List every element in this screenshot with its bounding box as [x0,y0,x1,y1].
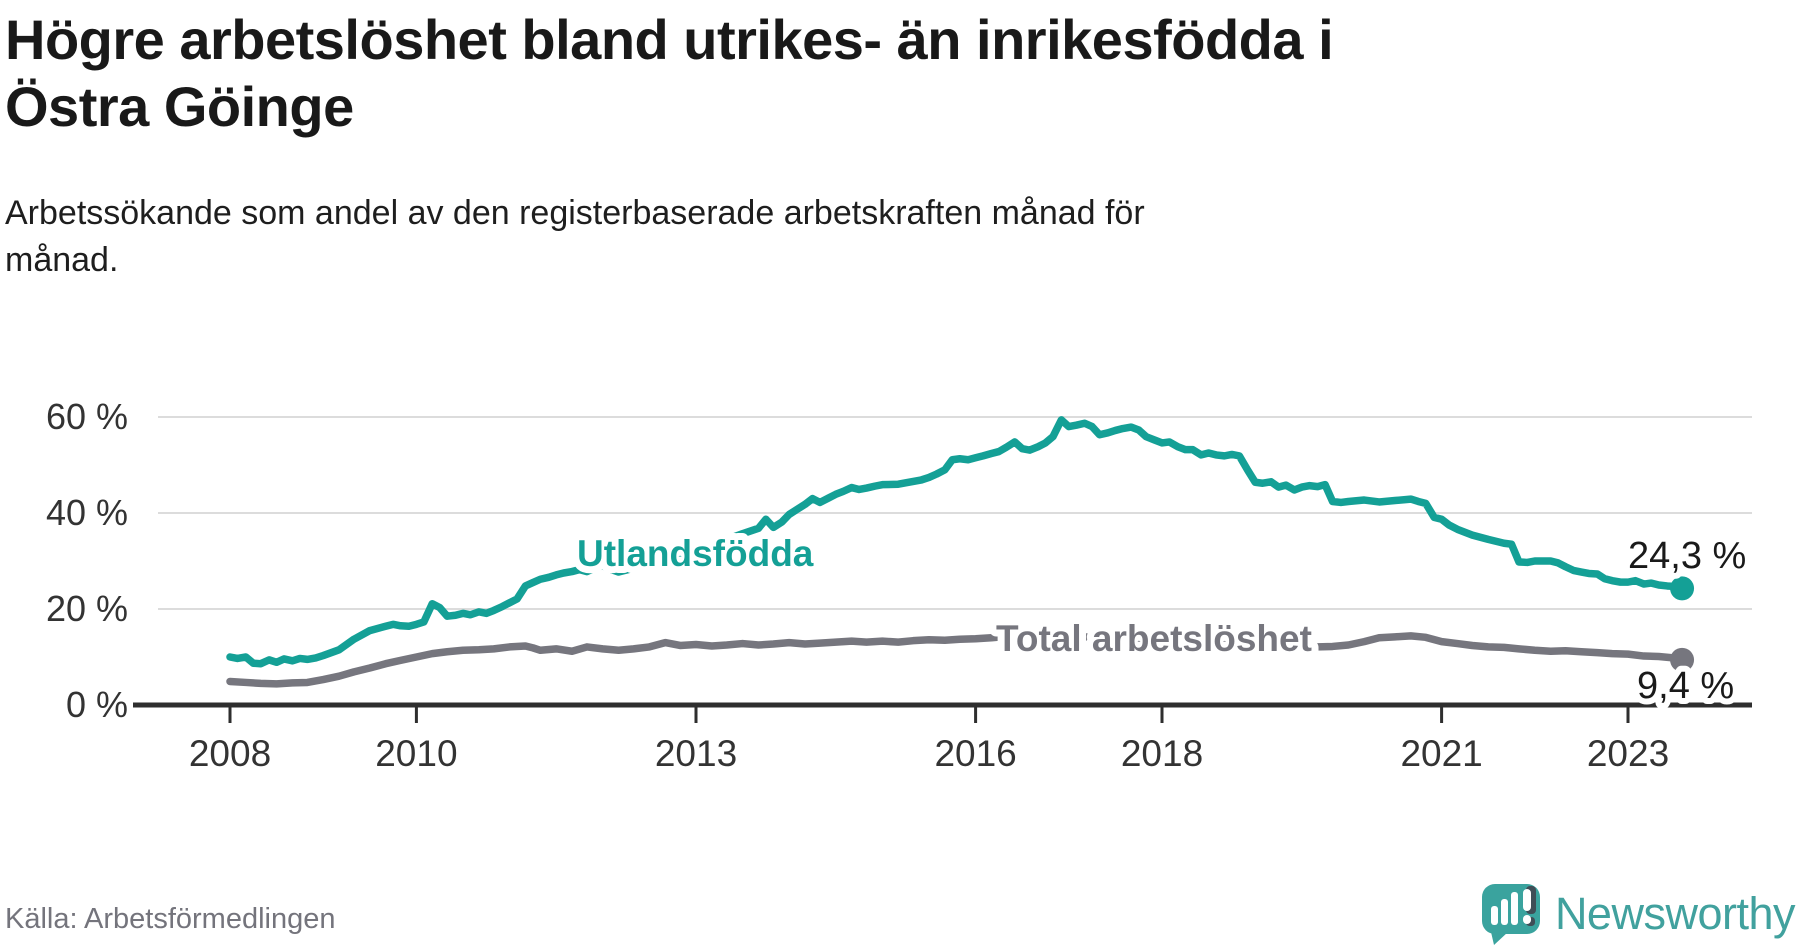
value-label-utlandsfodda: 24,3 % [1628,535,1746,577]
x-tick-label: 2023 [1587,733,1669,774]
series-label-total: Total arbetslöshet [996,618,1312,659]
x-tick-label: 2021 [1400,733,1482,774]
end-dot-utlandsfodda [1670,576,1695,601]
series-label-utlandsfodda: Utlandsfödda [577,533,814,574]
series-line-total [226,631,1686,688]
title-line-1: Högre arbetslöshet bland utrikes- än inr… [5,8,1334,71]
subtitle-line-1: Arbetssökande som andel av den registerb… [5,194,1145,232]
y-tick-label: 0 % [66,684,128,725]
x-tick-label: 2010 [375,733,457,774]
x-tick-label: 2008 [189,733,271,774]
subtitle-line-2: månad. [5,241,119,279]
chart-subtitle: Arbetssökande som andel av den registerb… [5,190,1145,284]
end-dot-total [1670,647,1695,672]
y-tick-label: 20 % [46,588,128,629]
series-line-utlandsfodda [226,416,1686,668]
newsworthy-logo-icon [1481,884,1540,945]
y-tick-label: 60 % [46,396,128,437]
y-tick-label: 40 % [46,492,128,533]
newsworthy-logo: Newsworthy [1481,882,1796,946]
x-tick-label: 2013 [655,733,737,774]
x-tick-label: 2016 [934,733,1016,774]
source-note: Källa: Arbetsförmedlingen [5,903,336,935]
value-label-total: 9,4 % [1637,665,1734,707]
newsworthy-logo-text: Newsworthy [1554,888,1796,939]
page-title: Högre arbetslöshet bland utrikes- än inr… [5,6,1334,140]
title-line-2: Östra Göinge [5,75,354,138]
x-tick-label: 2018 [1121,733,1203,774]
